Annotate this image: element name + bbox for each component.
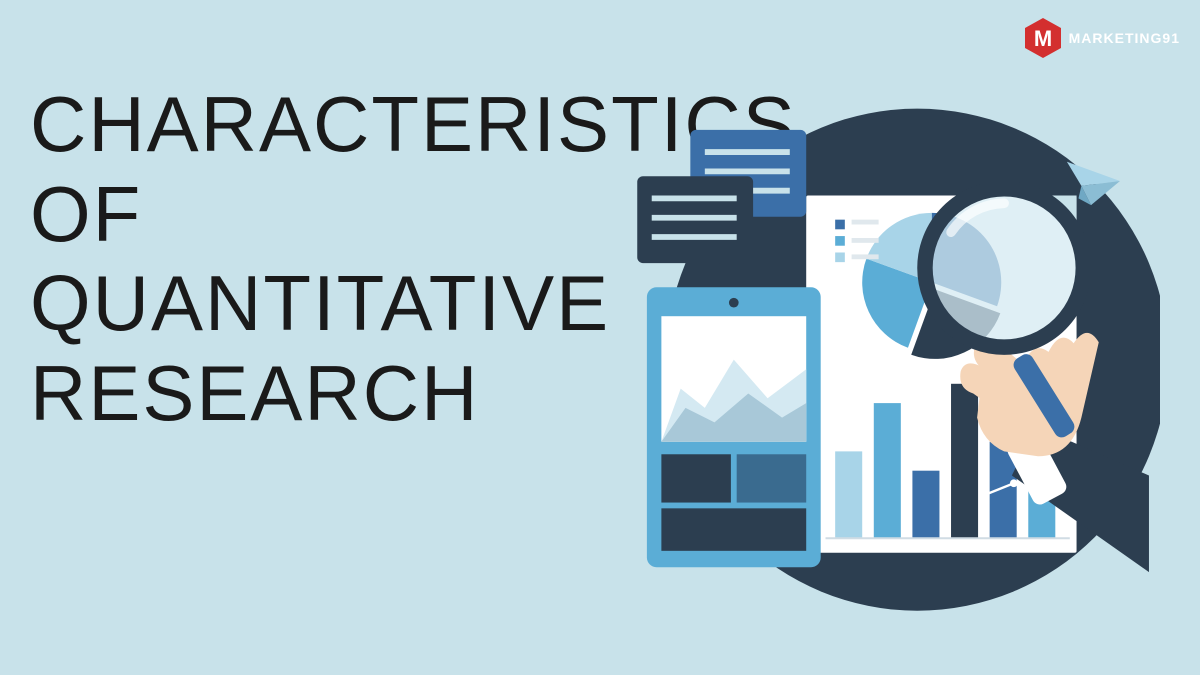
- brand-logo: M MARKETING91: [1025, 18, 1180, 58]
- research-illustration: [520, 70, 1160, 630]
- logo-text: MARKETING91: [1069, 30, 1180, 46]
- svg-text:M: M: [1033, 26, 1051, 51]
- tablet-device-icon: [647, 287, 821, 567]
- logo-hexagon-icon: M: [1025, 18, 1061, 58]
